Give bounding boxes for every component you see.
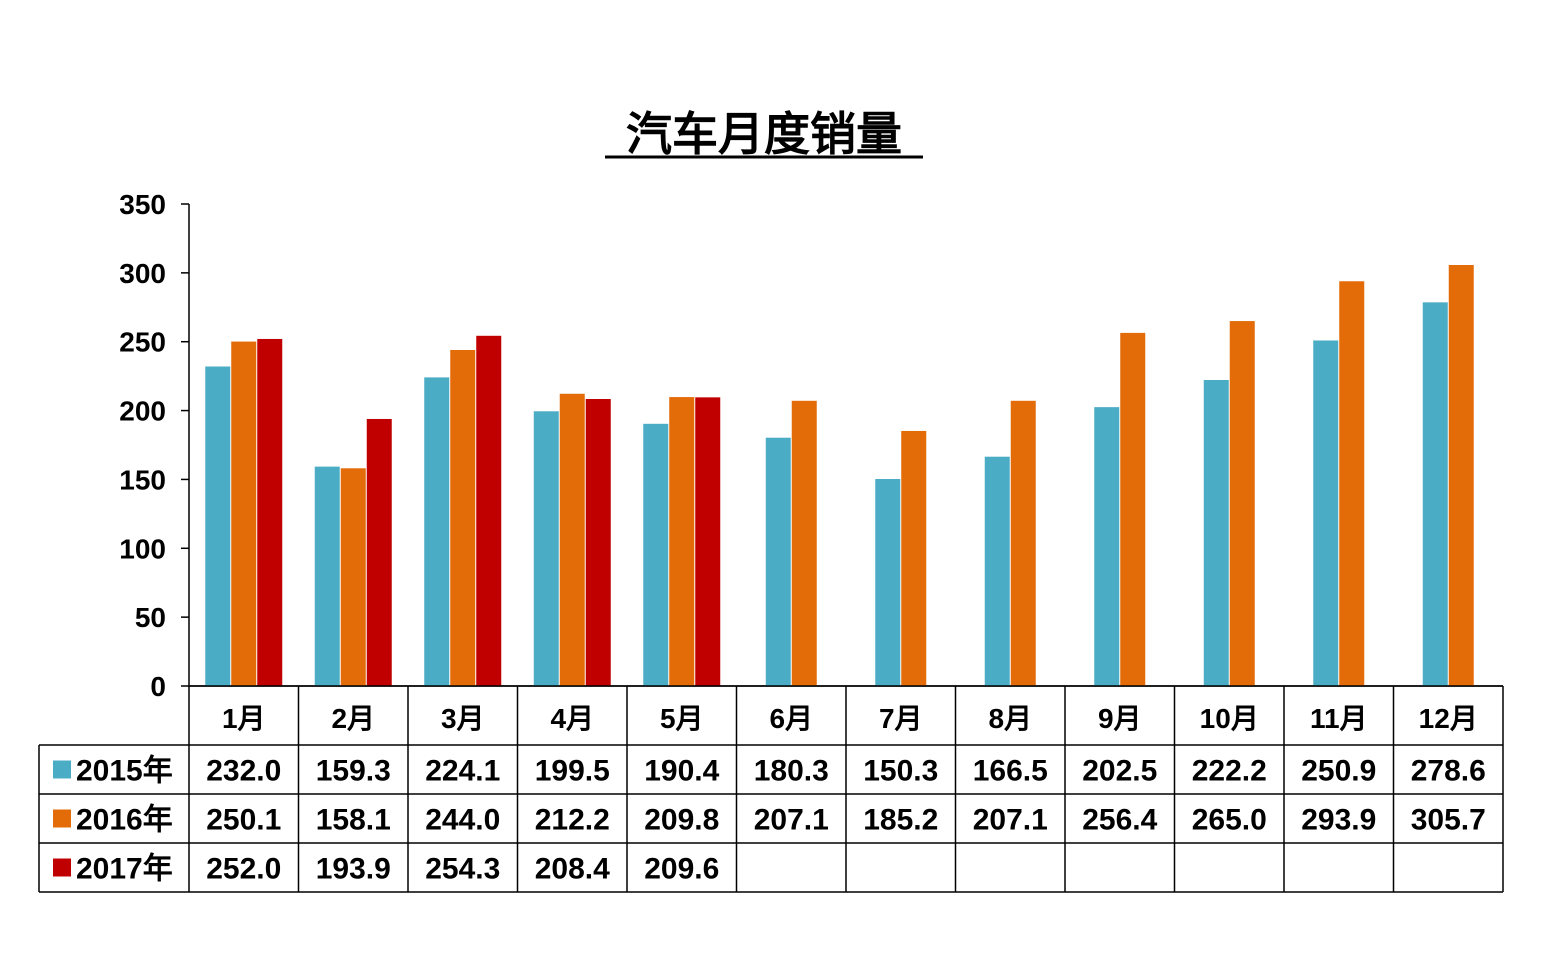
data-label: 199.5 bbox=[535, 755, 610, 788]
data-label: 232.0 bbox=[206, 755, 281, 788]
data-label: 193.9 bbox=[316, 853, 391, 886]
x-category-label: 2月 bbox=[331, 703, 375, 734]
legend-swatch bbox=[53, 760, 71, 779]
x-category-label: 1月 bbox=[222, 703, 266, 734]
data-label: 254.3 bbox=[425, 853, 500, 886]
legend-swatch bbox=[53, 809, 71, 828]
bar bbox=[257, 338, 283, 686]
data-label: 190.4 bbox=[644, 755, 719, 788]
bar bbox=[901, 430, 927, 686]
y-tick-label: 150 bbox=[119, 464, 166, 495]
y-tick-label: 50 bbox=[135, 602, 166, 633]
bar bbox=[585, 399, 611, 686]
x-category-label: 3月 bbox=[441, 703, 485, 734]
data-label: 207.1 bbox=[754, 804, 829, 837]
bar bbox=[1229, 321, 1255, 686]
legend-swatch bbox=[53, 858, 71, 877]
bar bbox=[791, 400, 817, 686]
bar bbox=[340, 468, 366, 686]
data-label: 208.4 bbox=[535, 853, 610, 886]
bar bbox=[984, 456, 1010, 686]
bar bbox=[669, 397, 695, 686]
data-label: 250.1 bbox=[206, 804, 281, 837]
bar bbox=[1010, 400, 1036, 686]
y-tick-label: 200 bbox=[119, 396, 166, 427]
bar bbox=[1094, 407, 1120, 686]
y-tick-label: 0 bbox=[150, 671, 166, 702]
data-label: 159.3 bbox=[316, 755, 391, 788]
bars bbox=[205, 265, 1474, 686]
x-category-label: 7月 bbox=[879, 703, 923, 734]
bar bbox=[533, 411, 559, 686]
legend-label: 2017年 bbox=[76, 853, 173, 886]
bar bbox=[1339, 281, 1365, 686]
data-label: 222.2 bbox=[1192, 755, 1267, 788]
x-category-label: 5月 bbox=[660, 703, 704, 734]
x-category-label: 6月 bbox=[769, 703, 813, 734]
bar bbox=[1448, 265, 1474, 686]
data-label: 202.5 bbox=[1082, 755, 1157, 788]
data-label: 250.9 bbox=[1301, 755, 1376, 788]
bar bbox=[643, 423, 669, 686]
x-category-label: 11月 bbox=[1310, 703, 1368, 734]
data-label: 180.3 bbox=[754, 755, 829, 788]
legend-label: 2015年 bbox=[76, 755, 173, 788]
bar bbox=[424, 377, 450, 686]
data-label: 207.1 bbox=[973, 804, 1048, 837]
bar bbox=[231, 341, 257, 686]
data-label: 244.0 bbox=[425, 804, 500, 837]
data-label: 252.0 bbox=[206, 853, 281, 886]
bar bbox=[314, 466, 340, 686]
bar bbox=[366, 418, 392, 686]
y-tick-label: 300 bbox=[119, 258, 166, 289]
data-table: 1月 2月 3月 4月 5月 6月 7月 8月 9月 10月 11月 12月 2015年 232.0 159… bbox=[38, 685, 1504, 893]
legend-label: 2016年 bbox=[76, 804, 173, 837]
data-label: 158.1 bbox=[316, 804, 391, 837]
data-label: 185.2 bbox=[863, 804, 938, 837]
x-category-label: 10月 bbox=[1200, 703, 1259, 734]
bar bbox=[695, 397, 721, 686]
data-label: 256.4 bbox=[1082, 804, 1157, 837]
data-label: 209.6 bbox=[644, 853, 719, 886]
x-category-label: 9月 bbox=[1098, 703, 1142, 734]
y-tick-label: 350 bbox=[119, 189, 166, 220]
data-label: 212.2 bbox=[535, 804, 610, 837]
bar bbox=[1422, 302, 1448, 686]
data-label: 305.7 bbox=[1411, 804, 1486, 837]
data-label: 166.5 bbox=[973, 755, 1048, 788]
bar bbox=[1313, 340, 1339, 686]
data-label: 278.6 bbox=[1411, 755, 1486, 788]
chart-title: 汽车月度销量 bbox=[626, 108, 902, 160]
y-tick-label: 250 bbox=[119, 327, 166, 358]
data-label: 209.8 bbox=[644, 804, 719, 837]
bar bbox=[450, 349, 476, 686]
x-category-label: 4月 bbox=[550, 703, 594, 734]
data-label: 293.9 bbox=[1301, 804, 1376, 837]
data-label: 224.1 bbox=[425, 755, 500, 788]
bar bbox=[476, 335, 502, 686]
bar bbox=[1120, 332, 1146, 686]
bar bbox=[559, 393, 585, 686]
x-category-label: 12月 bbox=[1419, 703, 1478, 734]
bar bbox=[875, 479, 901, 686]
data-label: 150.3 bbox=[863, 755, 938, 788]
data-label: 265.0 bbox=[1192, 804, 1267, 837]
x-category-label: 8月 bbox=[988, 703, 1032, 734]
bar bbox=[765, 437, 791, 686]
bar bbox=[1203, 379, 1229, 686]
bar bbox=[205, 366, 231, 686]
y-tick-label: 100 bbox=[119, 533, 166, 564]
